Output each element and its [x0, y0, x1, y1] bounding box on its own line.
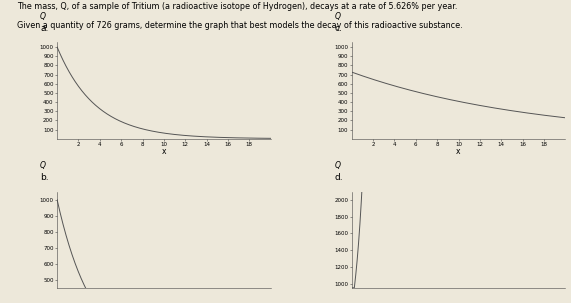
- Text: b.: b.: [40, 173, 49, 182]
- X-axis label: x: x: [162, 147, 166, 156]
- Text: d.: d.: [335, 173, 343, 182]
- Text: Q: Q: [335, 12, 341, 21]
- Text: Given a quantity of 726 grams, determine the graph that best models the decay of: Given a quantity of 726 grams, determine…: [17, 21, 463, 30]
- Text: Q: Q: [40, 161, 46, 170]
- Text: The mass, Q, of a sample of Tritium (a radioactive isotope of Hydrogen), decays : The mass, Q, of a sample of Tritium (a r…: [17, 2, 457, 11]
- X-axis label: x: x: [456, 147, 461, 156]
- Text: a.: a.: [40, 24, 49, 33]
- Text: c.: c.: [335, 24, 343, 33]
- Text: Q: Q: [335, 161, 341, 170]
- Text: Q: Q: [40, 12, 46, 21]
